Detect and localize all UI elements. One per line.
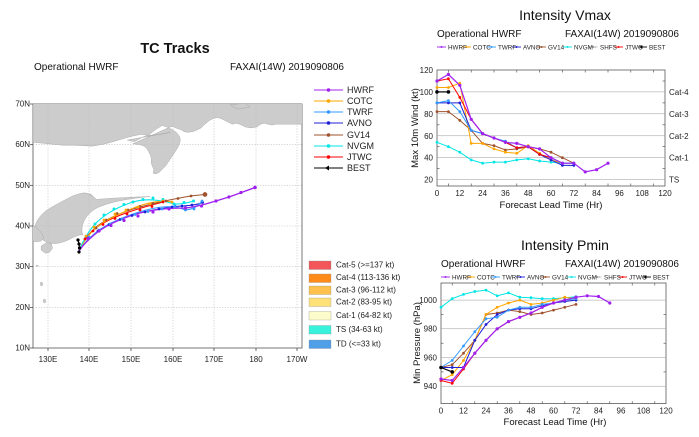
svg-text:84: 84 bbox=[592, 189, 601, 198]
svg-text:0: 0 bbox=[439, 407, 444, 416]
svg-text:FAXAI(14W) 2019090806: FAXAI(14W) 2019090806 bbox=[230, 62, 344, 73]
svg-text:BEST: BEST bbox=[653, 274, 670, 281]
svg-text:36: 36 bbox=[501, 189, 510, 198]
svg-text:120: 120 bbox=[420, 66, 434, 75]
svg-text:150E: 150E bbox=[122, 355, 141, 364]
svg-text:70N: 70N bbox=[15, 100, 30, 109]
svg-text:60N: 60N bbox=[15, 140, 30, 149]
svg-text:FAXAI(14W) 2019090806: FAXAI(14W) 2019090806 bbox=[565, 259, 679, 270]
svg-text:GV14: GV14 bbox=[347, 130, 370, 140]
svg-text:72: 72 bbox=[572, 407, 581, 416]
svg-text:Cat-2 (83-95 kt): Cat-2 (83-95 kt) bbox=[336, 298, 392, 307]
svg-text:TS: TS bbox=[669, 176, 679, 185]
svg-text:48: 48 bbox=[524, 189, 533, 198]
svg-text:60: 60 bbox=[549, 407, 558, 416]
svg-text:120: 120 bbox=[658, 189, 672, 198]
svg-text:COTC: COTC bbox=[347, 96, 373, 106]
svg-text:GV14: GV14 bbox=[552, 274, 569, 281]
svg-text:Operational HWRF: Operational HWRF bbox=[437, 29, 521, 40]
svg-text:COTC: COTC bbox=[473, 44, 491, 51]
svg-text:TS (34-63 kt): TS (34-63 kt) bbox=[336, 325, 383, 334]
svg-text:96: 96 bbox=[615, 189, 624, 198]
svg-text:SHFS: SHFS bbox=[600, 44, 617, 51]
svg-text:Cat-2: Cat-2 bbox=[669, 132, 689, 141]
svg-text:TWRF: TWRF bbox=[498, 44, 516, 51]
svg-text:30N: 30N bbox=[15, 262, 30, 271]
svg-text:NVGM: NVGM bbox=[347, 141, 374, 151]
svg-text:AVNO: AVNO bbox=[523, 44, 540, 51]
svg-text:170E: 170E bbox=[205, 355, 224, 364]
svg-text:FAXAI(14W) 2019090806: FAXAI(14W) 2019090806 bbox=[565, 29, 679, 40]
svg-text:0: 0 bbox=[435, 189, 440, 198]
svg-text:BEST: BEST bbox=[649, 44, 666, 51]
svg-text:12: 12 bbox=[459, 407, 468, 416]
svg-text:160E: 160E bbox=[164, 355, 183, 364]
svg-text:180: 180 bbox=[249, 355, 263, 364]
svg-text:HWRF: HWRF bbox=[448, 44, 467, 51]
svg-text:940: 940 bbox=[424, 382, 438, 391]
svg-text:980: 980 bbox=[424, 325, 438, 334]
svg-text:BEST: BEST bbox=[347, 163, 371, 173]
svg-text:Min Pressure (hPa): Min Pressure (hPa) bbox=[412, 302, 423, 384]
svg-text:24: 24 bbox=[478, 189, 487, 198]
svg-text:Operational HWRF: Operational HWRF bbox=[34, 62, 118, 73]
svg-text:JTWC: JTWC bbox=[347, 152, 372, 162]
svg-text:60: 60 bbox=[424, 132, 433, 141]
svg-text:HWRF: HWRF bbox=[347, 85, 374, 95]
svg-text:Intensity Pmin: Intensity Pmin bbox=[521, 237, 609, 253]
svg-text:AVNO: AVNO bbox=[347, 118, 372, 128]
svg-text:Max 10m Wind (kt): Max 10m Wind (kt) bbox=[410, 88, 421, 168]
svg-text:48: 48 bbox=[527, 407, 536, 416]
svg-text:Forecast Lead Time (Hr): Forecast Lead Time (Hr) bbox=[504, 417, 607, 428]
svg-text:140E: 140E bbox=[80, 355, 99, 364]
svg-text:HWRF: HWRF bbox=[452, 274, 471, 281]
svg-text:130E: 130E bbox=[39, 355, 58, 364]
svg-text:100: 100 bbox=[420, 88, 434, 97]
svg-text:24: 24 bbox=[482, 407, 491, 416]
svg-text:TD (<=33 kt): TD (<=33 kt) bbox=[336, 340, 381, 349]
svg-text:Cat-4 (113-136 kt): Cat-4 (113-136 kt) bbox=[336, 273, 401, 282]
svg-text:TWRF: TWRF bbox=[347, 107, 373, 117]
svg-text:20N: 20N bbox=[15, 303, 30, 312]
svg-text:108: 108 bbox=[636, 189, 650, 198]
svg-text:Operational HWRF: Operational HWRF bbox=[441, 259, 525, 270]
svg-text:40N: 40N bbox=[15, 222, 30, 231]
svg-text:960: 960 bbox=[424, 353, 438, 362]
svg-text:40: 40 bbox=[424, 154, 433, 163]
svg-text:Cat-5 (>=137 kt): Cat-5 (>=137 kt) bbox=[336, 261, 395, 270]
svg-text:NVGM: NVGM bbox=[574, 44, 593, 51]
svg-text:Cat-1 (64-82 kt): Cat-1 (64-82 kt) bbox=[336, 311, 392, 320]
svg-text:12: 12 bbox=[455, 189, 464, 198]
svg-text:Cat-1: Cat-1 bbox=[669, 154, 689, 163]
svg-text:TWRF: TWRF bbox=[502, 274, 520, 281]
svg-text:AVNO: AVNO bbox=[527, 274, 544, 281]
svg-text:Forecast Lead Time (Hr): Forecast Lead Time (Hr) bbox=[500, 200, 603, 211]
svg-text:JTWC: JTWC bbox=[629, 274, 647, 281]
svg-text:84: 84 bbox=[594, 407, 603, 416]
svg-text:20: 20 bbox=[424, 176, 433, 185]
svg-text:72: 72 bbox=[569, 189, 578, 198]
svg-text:170W: 170W bbox=[287, 355, 308, 364]
svg-text:GV14: GV14 bbox=[548, 44, 565, 51]
svg-text:60: 60 bbox=[547, 189, 556, 198]
svg-text:Cat-4: Cat-4 bbox=[669, 88, 689, 97]
svg-text:Intensity Vmax: Intensity Vmax bbox=[519, 7, 611, 23]
svg-text:NVGM: NVGM bbox=[578, 274, 597, 281]
svg-text:10N: 10N bbox=[15, 344, 30, 353]
svg-text:COTC: COTC bbox=[477, 274, 495, 281]
svg-text:120: 120 bbox=[659, 407, 673, 416]
svg-text:50N: 50N bbox=[15, 181, 30, 190]
svg-text:Cat-3 (96-112 kt): Cat-3 (96-112 kt) bbox=[336, 285, 396, 294]
svg-text:36: 36 bbox=[504, 407, 513, 416]
svg-text:TC Tracks: TC Tracks bbox=[140, 41, 209, 57]
svg-text:80: 80 bbox=[424, 110, 433, 119]
svg-text:108: 108 bbox=[637, 407, 651, 416]
svg-text:SHFS: SHFS bbox=[604, 274, 621, 281]
svg-text:Cat-3: Cat-3 bbox=[669, 110, 689, 119]
svg-text:96: 96 bbox=[617, 407, 626, 416]
svg-text:JTWC: JTWC bbox=[625, 44, 643, 51]
